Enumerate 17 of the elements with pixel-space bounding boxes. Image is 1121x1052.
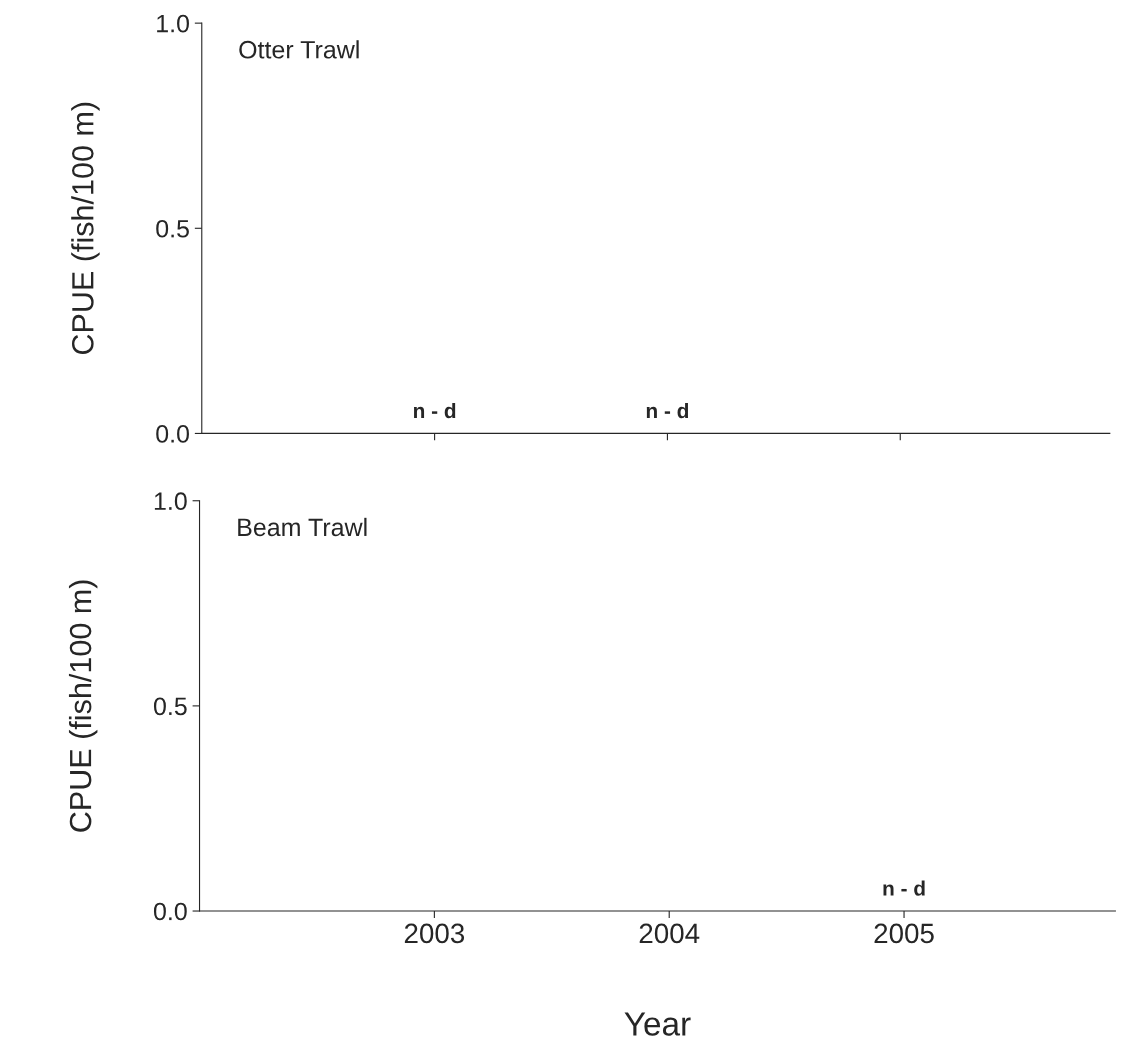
y-tick-label: 0.0 (156, 425, 189, 443)
annotation: n - d (646, 402, 689, 419)
x-tick-label: 2003 (404, 923, 465, 944)
y-tick-label: 1.0 (157, 14, 189, 33)
y-tick-label: 1.0 (154, 492, 187, 511)
x-axis-title: Year (624, 1012, 691, 1036)
annotation: Otter Trawl (239, 40, 359, 59)
y-tick-label: 0.0 (153, 902, 187, 921)
y-tick-label: 0.5 (156, 219, 189, 238)
y-axis-title: CPUE (fish/100 m) (68, 580, 98, 832)
y-tick-label: 0.5 (153, 697, 187, 716)
annotation: n - d (883, 880, 925, 896)
x-tick-label: 2004 (639, 923, 700, 944)
annotation: n - d (414, 402, 456, 419)
y-axis-title: CPUE (fish/100 m) (71, 102, 100, 355)
x-tick-label: 2005 (874, 923, 934, 944)
annotation: Beam Trawl (238, 517, 367, 537)
